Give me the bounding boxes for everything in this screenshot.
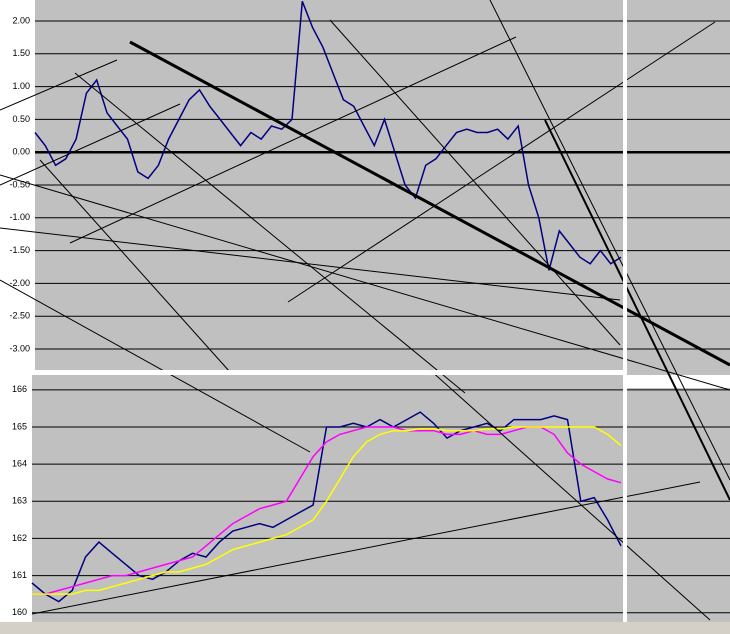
trend-line bbox=[39, 159, 231, 373]
separator bbox=[0, 370, 623, 375]
status-strip bbox=[0, 622, 730, 634]
trend-line bbox=[329, 19, 621, 346]
y-tick-label: 166 bbox=[12, 384, 27, 394]
y-tick-label: -2.00 bbox=[9, 278, 30, 288]
separator bbox=[623, 0, 627, 622]
side-plot-area bbox=[627, 0, 730, 375]
labels: -3.00 -2.50 -2.00 -1.50 -1.00 -0.50 0.00 0.50 1.… bbox=[9, 15, 30, 617]
trend-line bbox=[544, 119, 730, 501]
y-tick-label: 0.50 bbox=[12, 114, 30, 124]
data-line bbox=[34, 1, 622, 271]
y-tick-label: 164 bbox=[12, 459, 27, 469]
y-tick-label: -1.50 bbox=[9, 245, 30, 255]
y-tick-label: -0.50 bbox=[9, 179, 30, 189]
trend-line bbox=[0, 227, 621, 301]
trend-line bbox=[129, 40, 730, 367]
trend-line bbox=[429, 369, 711, 621]
y-tick-label: 165 bbox=[12, 421, 27, 431]
trend-line bbox=[489, 0, 730, 481]
trend-line bbox=[31, 481, 701, 615]
trend-line bbox=[0, 103, 181, 186]
trend-line bbox=[0, 279, 311, 453]
trend-line bbox=[287, 21, 716, 303]
trend-lines bbox=[0, 0, 730, 621]
y-tick-label: -2.50 bbox=[9, 311, 30, 321]
data-line bbox=[32, 426, 622, 595]
grid bbox=[32, 20, 730, 614]
y-tick-label: 1.00 bbox=[12, 81, 30, 91]
y-tick-label: -3.00 bbox=[9, 343, 30, 353]
y-tick-label: 162 bbox=[12, 533, 27, 543]
trend-line bbox=[74, 72, 466, 394]
y-tick-label: -1.00 bbox=[9, 212, 30, 222]
data-line bbox=[32, 426, 622, 595]
trend-line bbox=[0, 174, 730, 391]
series bbox=[31, 1, 622, 603]
y-tick-label: 160 bbox=[12, 607, 27, 617]
y-tick-label: 0.00 bbox=[12, 147, 30, 157]
y-tick-label: 2.00 bbox=[12, 15, 30, 25]
trend-line bbox=[0, 59, 118, 111]
y-tick-label: 161 bbox=[12, 570, 27, 580]
trend-line bbox=[69, 36, 517, 244]
y-tick-label: 163 bbox=[12, 496, 27, 506]
data-line bbox=[31, 411, 622, 603]
side-plot-area bbox=[627, 388, 730, 622]
y-tick-label: 1.50 bbox=[12, 48, 30, 58]
